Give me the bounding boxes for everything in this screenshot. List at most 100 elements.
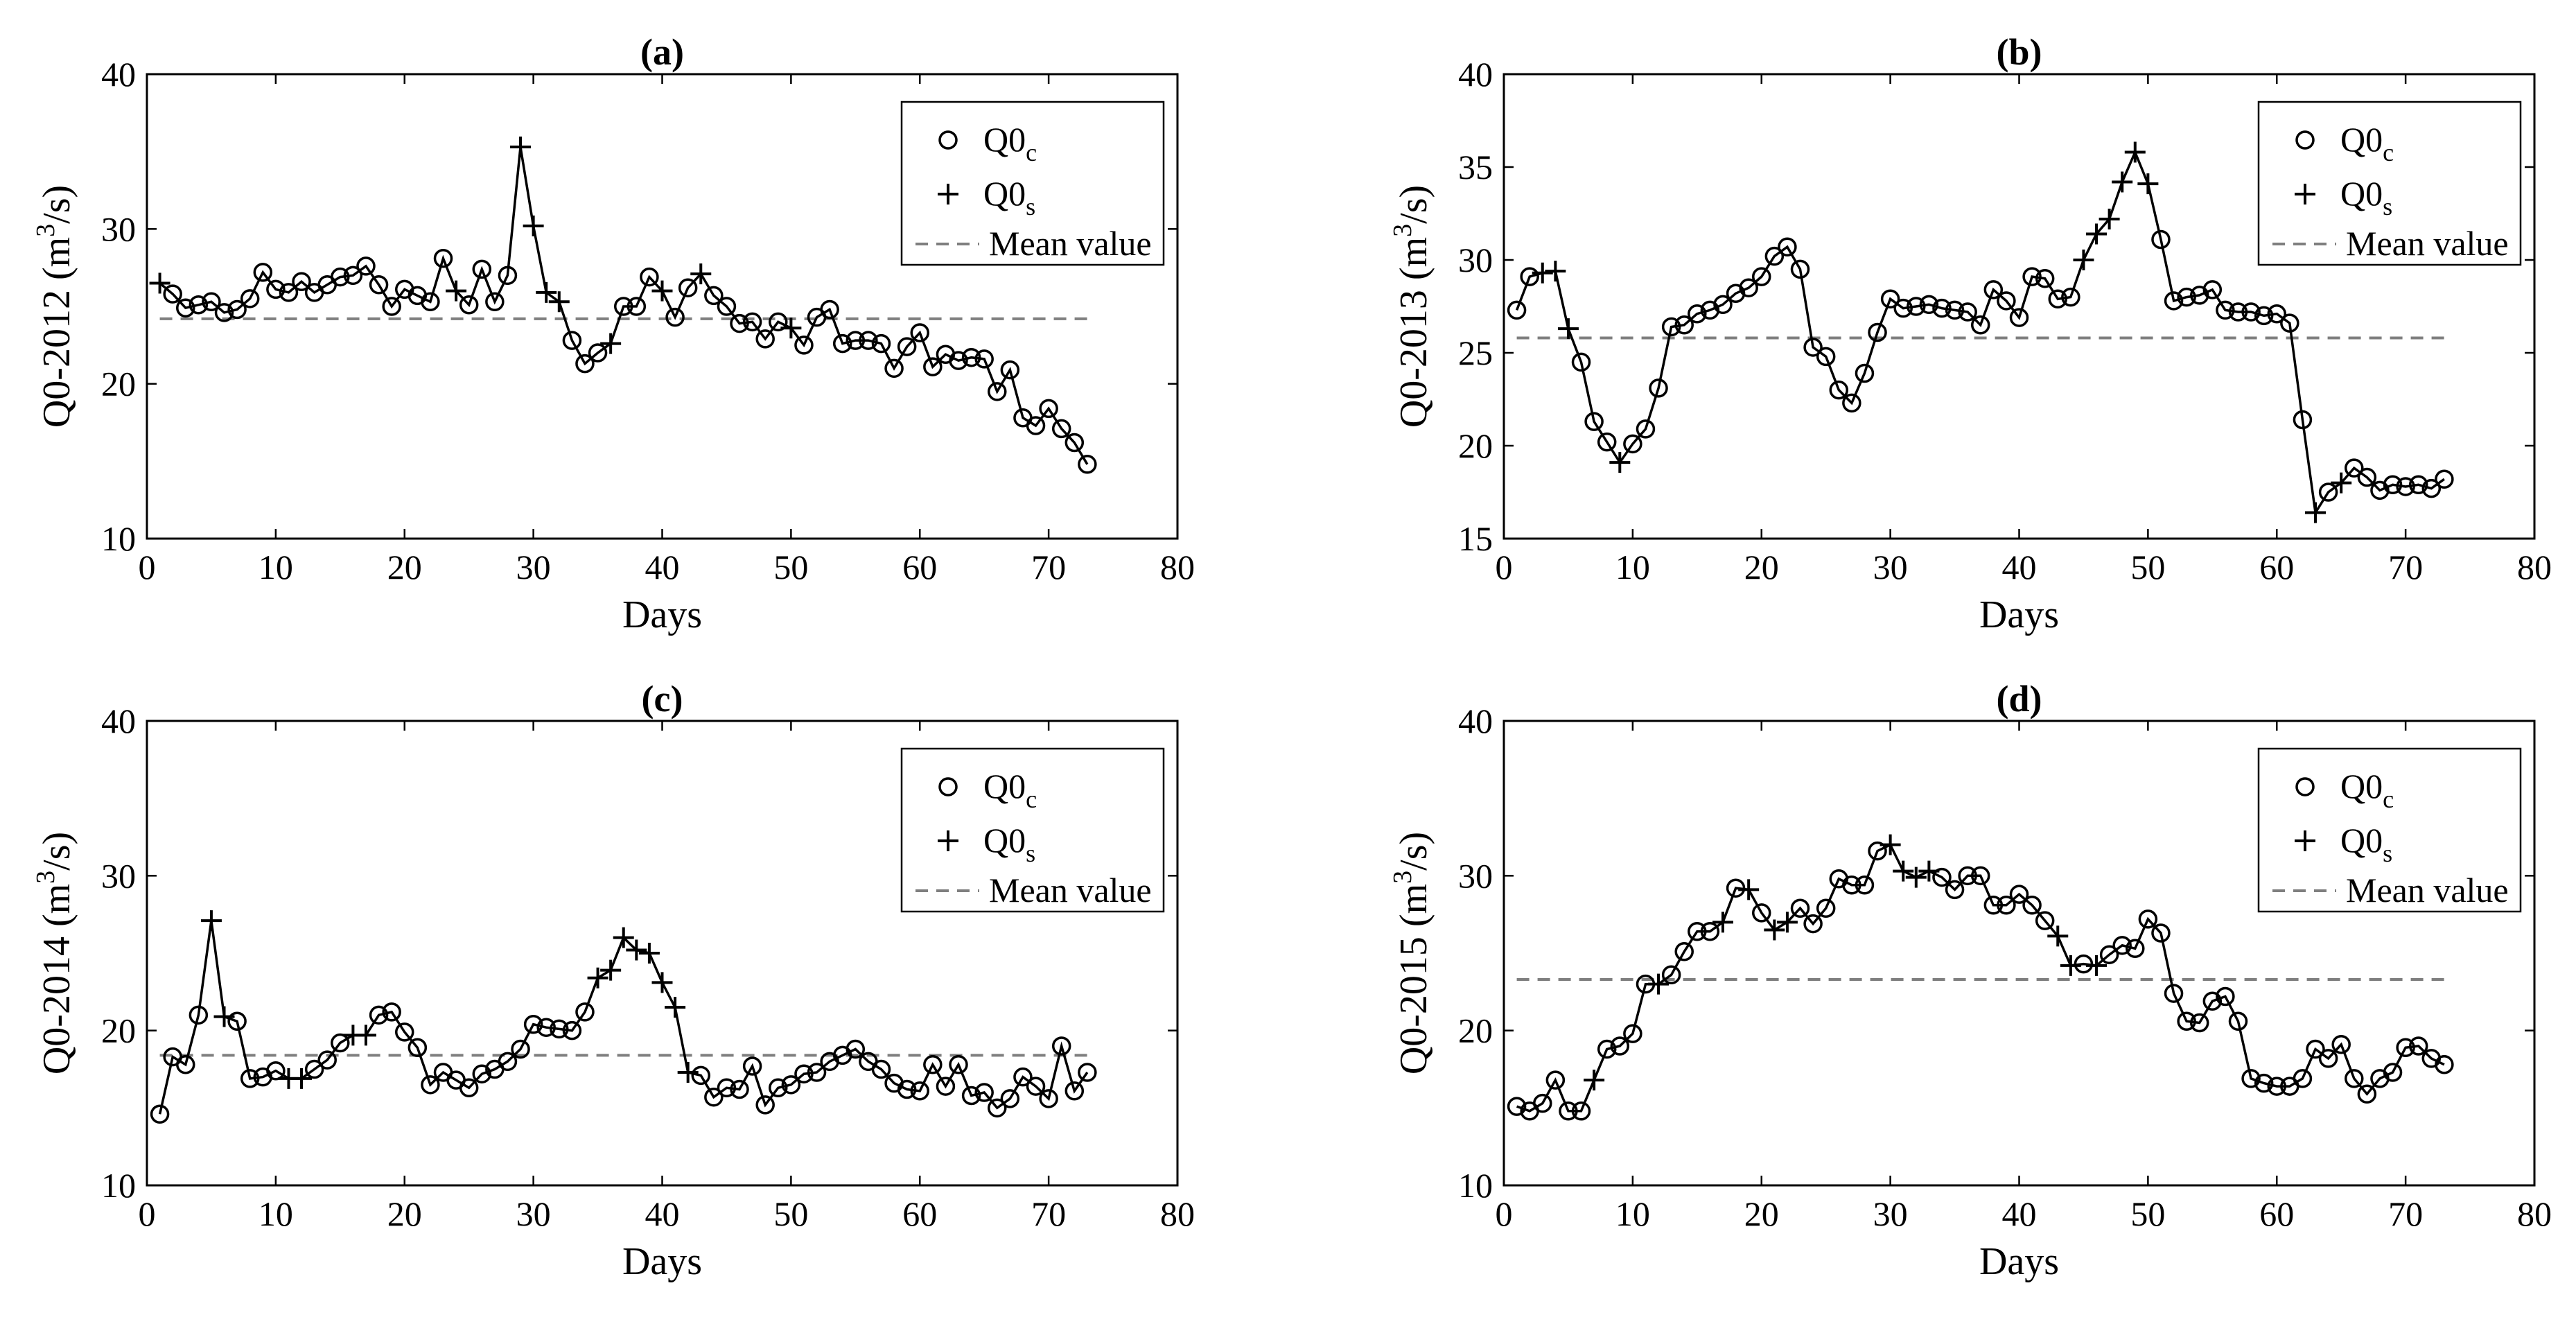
q0s-point bbox=[1648, 973, 1670, 995]
q0s-point bbox=[665, 997, 686, 1018]
q0c-point bbox=[2435, 469, 2454, 489]
q0c-point bbox=[2383, 475, 2403, 495]
q0c-point bbox=[575, 354, 595, 374]
q0c-point bbox=[974, 349, 994, 369]
q0s-point bbox=[2086, 955, 2108, 976]
x-tick-label: 30 bbox=[1873, 1194, 1908, 1233]
q0c-point bbox=[2357, 467, 2377, 487]
q0c-point bbox=[2408, 475, 2428, 495]
q0c-point bbox=[1039, 399, 1058, 419]
q0c-point bbox=[279, 283, 299, 302]
q0c-point bbox=[1803, 338, 1823, 357]
legend-box bbox=[900, 101, 1165, 266]
q0c-point bbox=[189, 1005, 209, 1025]
y-tick-label: 15 bbox=[1458, 519, 1493, 558]
q0c-point bbox=[730, 1079, 749, 1099]
q0c-point bbox=[974, 1083, 994, 1102]
legend-q0s-marker bbox=[2295, 184, 2315, 204]
q0c-point bbox=[2074, 954, 2094, 974]
q0s-point bbox=[2060, 955, 2081, 976]
q0c-point bbox=[550, 1019, 569, 1039]
legend-mean-label: Mean value bbox=[2346, 224, 2509, 263]
q0c-point bbox=[1571, 1101, 1591, 1121]
x-tick-label: 20 bbox=[387, 548, 422, 586]
legend-q0s-marker bbox=[2295, 830, 2315, 851]
q0s-point bbox=[600, 333, 622, 354]
q0c-point bbox=[2435, 1055, 2454, 1074]
y-axis-label: Q0-2013 (m3/s) bbox=[1388, 185, 1435, 428]
q0s-point bbox=[2331, 472, 2352, 494]
q0c-point bbox=[1078, 455, 1097, 474]
x-tick-label: 0 bbox=[1496, 548, 1513, 586]
y-tick-label: 20 bbox=[1458, 1011, 1493, 1050]
q0c-point bbox=[2138, 909, 2158, 929]
q0c-point bbox=[871, 1059, 891, 1079]
q0c-point bbox=[1674, 942, 1694, 961]
q0s-point bbox=[1738, 879, 1760, 900]
q0c-point bbox=[769, 312, 788, 332]
q0c-point bbox=[2267, 1077, 2286, 1096]
q0c-point bbox=[1000, 1089, 1020, 1108]
q0c-point bbox=[1688, 304, 1707, 324]
legend: Q0c Q0s Mean value bbox=[2257, 747, 2522, 913]
q0s-point bbox=[651, 280, 673, 302]
q0c-point bbox=[2061, 287, 2080, 307]
q0c-point bbox=[1507, 1097, 1527, 1116]
q0c-point bbox=[742, 1056, 762, 1076]
q0c-point bbox=[1842, 393, 1861, 413]
q0c-point bbox=[871, 333, 891, 354]
x-tick-label: 70 bbox=[1031, 548, 1066, 586]
q0s-point bbox=[548, 291, 570, 313]
series-line bbox=[1516, 843, 2445, 1113]
q0c-point bbox=[936, 1077, 956, 1096]
q0c-point bbox=[1726, 878, 1746, 898]
x-tick-label: 70 bbox=[1031, 1194, 1066, 1233]
q0c-point bbox=[511, 1039, 530, 1059]
q0c-point bbox=[1970, 866, 1990, 886]
q0s-point bbox=[2112, 171, 2133, 193]
series-line bbox=[1515, 149, 2445, 516]
q0c-point bbox=[923, 357, 943, 376]
q0c-point bbox=[240, 289, 260, 308]
x-axis-label: Days bbox=[1979, 1240, 2059, 1283]
q0c-point bbox=[717, 1078, 737, 1098]
q0c-point bbox=[2267, 304, 2286, 324]
q0c-point bbox=[1829, 380, 1849, 400]
q0c-point bbox=[2280, 313, 2299, 333]
legend-q0s-label: Q0s bbox=[2340, 821, 2392, 867]
q0c-point bbox=[2345, 458, 2364, 478]
q0c-point bbox=[2254, 306, 2274, 326]
x-tick-label: 70 bbox=[2388, 1194, 2423, 1233]
legend-q0c-label: Q0c bbox=[983, 767, 1037, 813]
q0c-point bbox=[2099, 945, 2119, 964]
x-tick-label: 0 bbox=[139, 548, 156, 586]
q0c-point bbox=[1868, 841, 1887, 861]
q0c-point bbox=[820, 299, 839, 320]
q0s-point bbox=[510, 136, 532, 157]
q0c-point bbox=[2009, 885, 2029, 904]
q0s-point bbox=[1557, 318, 1579, 340]
q0c-point bbox=[988, 1098, 1007, 1118]
q0s-point bbox=[626, 939, 647, 961]
q0s-point bbox=[2047, 925, 2069, 947]
q0c-point bbox=[202, 292, 221, 312]
q0s-point bbox=[2137, 173, 2159, 195]
q0c-point bbox=[1855, 875, 1875, 895]
q0s-point bbox=[536, 281, 557, 303]
q0c-point bbox=[150, 1104, 170, 1124]
q0c-point bbox=[2126, 939, 2145, 959]
x-tick-label: 70 bbox=[2388, 548, 2423, 586]
q0c-point bbox=[1649, 378, 1668, 398]
q0c-point bbox=[923, 1055, 943, 1074]
q0c-point bbox=[910, 323, 929, 342]
q0c-point bbox=[240, 1069, 260, 1088]
y-tick-label: 20 bbox=[101, 365, 136, 403]
q0c-point bbox=[2009, 308, 2029, 327]
y-tick-label: 40 bbox=[101, 55, 136, 94]
legend-box bbox=[2257, 101, 2522, 266]
q0c-point bbox=[2331, 1035, 2351, 1054]
q0c-point bbox=[472, 259, 492, 279]
q0c-point bbox=[2293, 1069, 2313, 1088]
q0c-point bbox=[562, 331, 582, 350]
